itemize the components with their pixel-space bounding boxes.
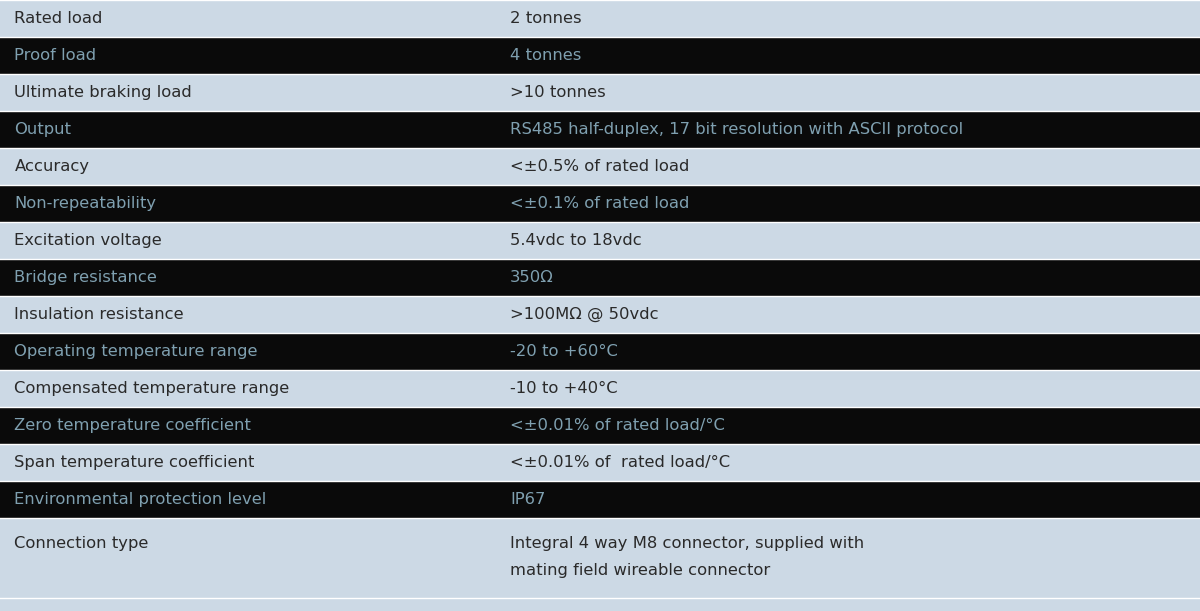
Bar — [0, 37, 1200, 74]
Text: 4 tonnes: 4 tonnes — [510, 48, 581, 63]
Text: Insulation resistance: Insulation resistance — [14, 307, 184, 322]
Bar — [0, 407, 1200, 444]
Bar — [0, 444, 1200, 481]
Text: Span temperature coefficient: Span temperature coefficient — [14, 455, 254, 470]
Text: Output: Output — [14, 122, 72, 137]
Text: Bridge resistance: Bridge resistance — [14, 270, 157, 285]
Bar — [0, 296, 1200, 333]
Text: <±0.5% of rated load: <±0.5% of rated load — [510, 159, 689, 174]
Text: 350Ω: 350Ω — [510, 270, 553, 285]
Text: <±0.01% of rated load/°C: <±0.01% of rated load/°C — [510, 418, 725, 433]
Text: 2 tonnes: 2 tonnes — [510, 11, 582, 26]
Text: -10 to +40°C: -10 to +40°C — [510, 381, 618, 396]
Bar — [0, 222, 1200, 259]
Bar — [0, 148, 1200, 185]
Bar — [0, 185, 1200, 222]
Text: <±0.1% of rated load: <±0.1% of rated load — [510, 196, 689, 211]
Text: IP67: IP67 — [510, 492, 545, 507]
Text: mating field wireable connector: mating field wireable connector — [510, 563, 770, 577]
Text: Compensated temperature range: Compensated temperature range — [14, 381, 289, 396]
Text: Integral 4 way M8 connector, supplied with: Integral 4 way M8 connector, supplied wi… — [510, 536, 864, 551]
Text: Connection type: Connection type — [14, 536, 149, 551]
Text: RS485 half-duplex, 17 bit resolution with ASCII protocol: RS485 half-duplex, 17 bit resolution wit… — [510, 122, 964, 137]
Bar — [0, 370, 1200, 407]
Text: Ultimate braking load: Ultimate braking load — [14, 85, 192, 100]
Text: Non-repeatability: Non-repeatability — [14, 196, 156, 211]
Text: 5.4vdc to 18vdc: 5.4vdc to 18vdc — [510, 233, 642, 248]
Bar — [0, 0, 1200, 37]
Text: Operating temperature range: Operating temperature range — [14, 344, 258, 359]
Text: -20 to +60°C: -20 to +60°C — [510, 344, 618, 359]
Text: >100MΩ @ 50vdc: >100MΩ @ 50vdc — [510, 307, 659, 322]
Text: Excitation voltage: Excitation voltage — [14, 233, 162, 248]
Text: Environmental protection level: Environmental protection level — [14, 492, 266, 507]
Text: Accuracy: Accuracy — [14, 159, 90, 174]
Bar — [0, 259, 1200, 296]
Text: >10 tonnes: >10 tonnes — [510, 85, 606, 100]
Bar — [0, 518, 1200, 598]
Bar — [0, 481, 1200, 518]
Bar — [0, 333, 1200, 370]
Text: <±0.01% of  rated load/°C: <±0.01% of rated load/°C — [510, 455, 730, 470]
Text: Proof load: Proof load — [14, 48, 96, 63]
Bar — [0, 74, 1200, 111]
Bar — [0, 111, 1200, 148]
Text: Rated load: Rated load — [14, 11, 103, 26]
Text: Zero temperature coefficient: Zero temperature coefficient — [14, 418, 251, 433]
